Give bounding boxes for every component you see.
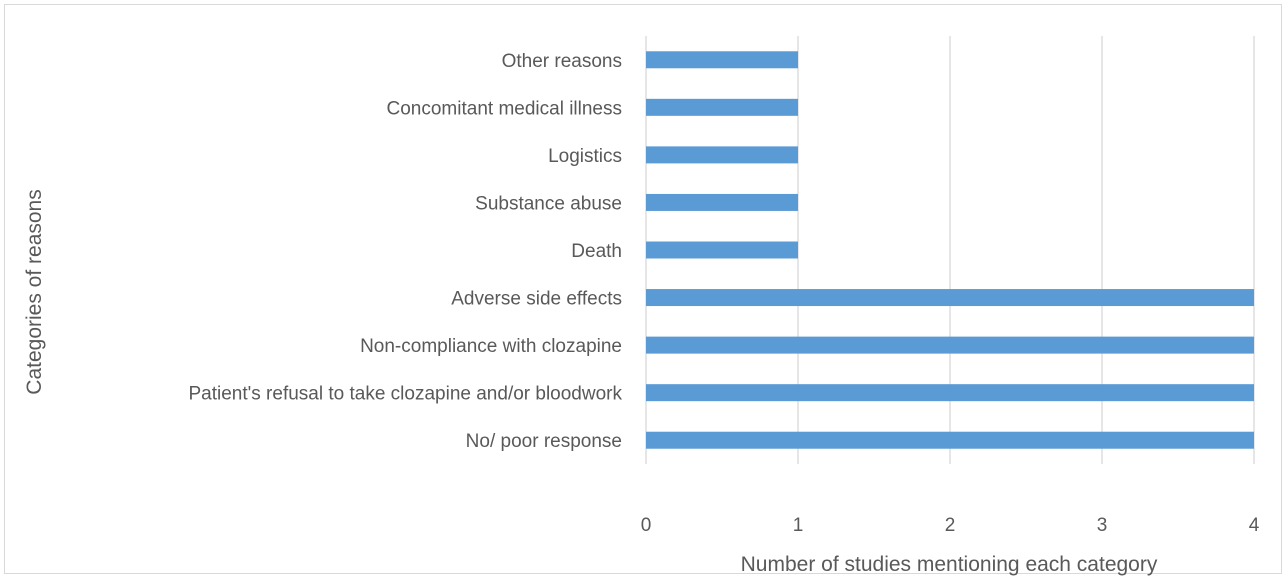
category-label: Patient's refusal to take clozapine and/… — [189, 384, 623, 405]
x-axis-title: Number of studies mentioning each catego… — [741, 553, 1158, 576]
category-label: Concomitant medical illness — [387, 98, 623, 119]
category-label: Other reasons — [502, 51, 622, 72]
bar — [646, 98, 798, 116]
category-labels: No/ poor response Patient's refusal to ta… — [189, 51, 623, 452]
bar — [646, 146, 798, 164]
x-tick-label: 3 — [1097, 515, 1108, 536]
x-tick-label: 4 — [1249, 515, 1260, 536]
bar — [646, 431, 1254, 449]
x-tick-label: 1 — [793, 515, 804, 536]
category-label: Substance abuse — [475, 193, 622, 214]
x-tick-label: 2 — [945, 515, 956, 536]
bar — [646, 336, 1254, 354]
bar — [646, 51, 798, 69]
bar — [646, 241, 798, 259]
category-label: No/ poor response — [466, 431, 622, 452]
y-axis-title: Categories of reasons — [23, 189, 46, 394]
category-label: Death — [571, 241, 622, 262]
category-label: Adverse side effects — [451, 289, 622, 310]
category-label: Non-compliance with clozapine — [360, 336, 622, 357]
bars — [646, 51, 1254, 449]
bar — [646, 289, 1254, 307]
bar — [646, 384, 1254, 402]
chart-frame — [4, 4, 1282, 574]
bar — [646, 193, 798, 211]
x-tick-labels: 0 1 2 3 4 — [641, 515, 1260, 536]
category-label: Logistics — [548, 146, 622, 167]
x-tick-label: 0 — [641, 515, 652, 536]
